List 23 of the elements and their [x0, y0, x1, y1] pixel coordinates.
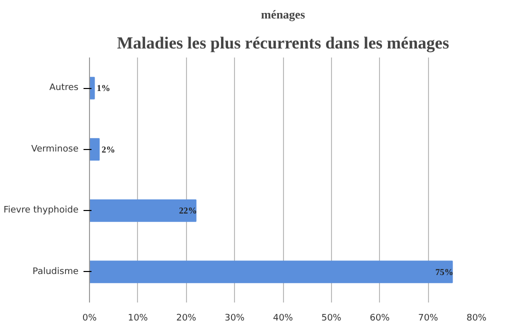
x-tick-label: 30%: [224, 314, 246, 324]
y-tick-label: Verminose: [31, 144, 79, 154]
x-tick-label: 40%: [273, 314, 294, 324]
data-label: 22%: [178, 206, 197, 216]
y-tick-label: Autres: [49, 83, 79, 94]
x-tick-label: 50%: [321, 314, 342, 324]
x-tick-label: 60%: [370, 314, 390, 324]
bar: [90, 138, 100, 161]
data-label: 75%: [435, 266, 454, 277]
bar: [90, 199, 196, 222]
y-tick-label: Paludisme: [32, 266, 79, 277]
x-tick-label: 10%: [128, 314, 148, 324]
text: ménages: [261, 8, 306, 22]
y-tick-label: Fievre thyphoide: [3, 206, 79, 216]
data-label: 2%: [102, 144, 116, 154]
x-tick-label: 80%: [466, 314, 487, 324]
bar: [90, 260, 453, 284]
chart-title: Maladies les plus récurrents dans les ménages: [116, 34, 450, 52]
data-label: 1%: [96, 83, 110, 94]
x-tick-label: 0%: [82, 314, 98, 324]
x-tick-label: 20%: [176, 314, 197, 324]
x-tick-label: 70%: [418, 314, 439, 324]
bar: [90, 76, 95, 100]
